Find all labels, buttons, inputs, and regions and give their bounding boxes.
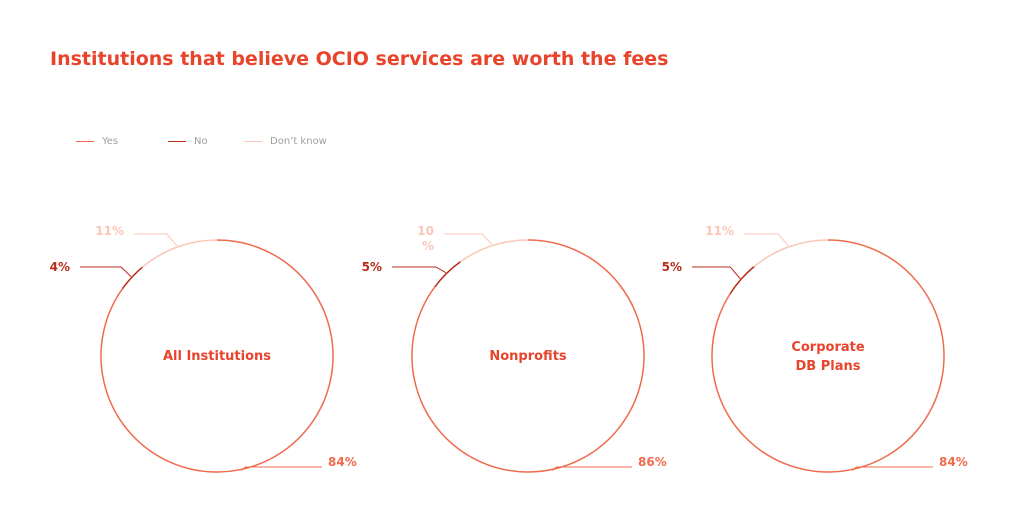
ring-2-leader-dont-know	[444, 233, 493, 245]
ring-2-leader-no	[392, 266, 447, 274]
ring-1-label-yes: 84%	[328, 455, 357, 469]
legend-swatch-yes	[76, 140, 94, 143]
ring-1-center-label: All Institutions	[163, 349, 271, 364]
ring-1-slice-dont-know	[141, 239, 218, 268]
ring-3-label-dont-know: 11%	[705, 224, 734, 238]
ring-2-center-label: Nonprofits	[489, 349, 567, 364]
legend-item-dont-know: Don’t know	[244, 136, 327, 147]
ring-3-leader-dont-know	[744, 233, 789, 247]
ring-1-label-dont-know: 11%	[95, 224, 124, 238]
ring-2-slice-dont-know	[459, 239, 529, 263]
legend-item-yes: Yes	[76, 136, 118, 147]
ring-3-leader-no	[692, 266, 741, 279]
ring-1-leader-no	[80, 266, 132, 277]
legend-item-no: No	[168, 136, 208, 147]
ring-3-slice-no	[729, 266, 755, 295]
ring-2-slice-no	[434, 261, 461, 288]
ring-1-leader-yes	[240, 466, 322, 471]
legend-label-yes: Yes	[102, 136, 119, 147]
legend-swatch-no	[168, 140, 186, 143]
ring-3-center-label: Corporate DB Plans	[791, 340, 865, 374]
ring-2-label-yes: 86%	[638, 455, 667, 469]
ring-3-label-yes: 84%	[939, 455, 968, 469]
chart-title: Institutions that believe OCIO services …	[50, 48, 669, 70]
ring-3-slice-yes	[711, 239, 945, 473]
ring-2-label-dont-know: 10%	[417, 224, 434, 253]
ring-1-slice-yes	[100, 239, 334, 473]
ring-2-label-no: 5%	[362, 260, 382, 274]
legend-swatch-dont-know	[244, 140, 262, 143]
ring-3-label-no: 5%	[662, 260, 682, 274]
ring-3-slice-dont-know	[753, 239, 829, 268]
legend-label-dont-know: Don’t know	[270, 136, 327, 147]
ring-1-label-no: 4%	[50, 260, 70, 274]
ring-1-leader-dont-know	[134, 233, 178, 247]
ring-2-leader-yes	[551, 466, 632, 471]
ring-1-slice-no	[121, 266, 143, 290]
ring-3-leader-yes	[851, 466, 933, 471]
ring-2-slice-yes	[411, 239, 645, 473]
legend-label-no: No	[194, 136, 208, 147]
